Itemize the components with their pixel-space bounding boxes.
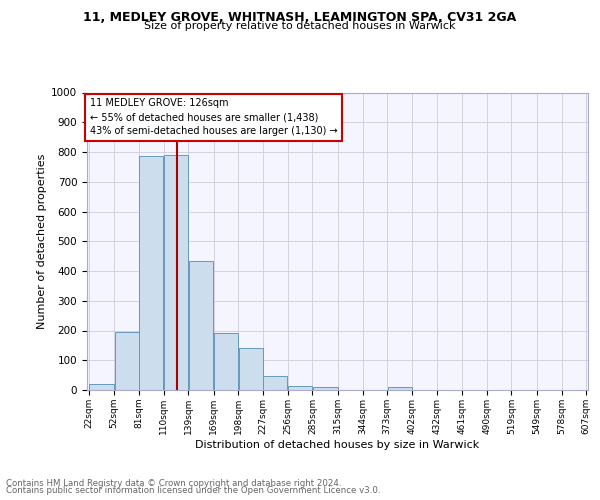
Text: Contains HM Land Registry data © Crown copyright and database right 2024.: Contains HM Land Registry data © Crown c… xyxy=(6,478,341,488)
Text: 11 MEDLEY GROVE: 126sqm
← 55% of detached houses are smaller (1,438)
43% of semi: 11 MEDLEY GROVE: 126sqm ← 55% of detache… xyxy=(89,98,337,136)
Text: Size of property relative to detached houses in Warwick: Size of property relative to detached ho… xyxy=(144,21,456,31)
Bar xyxy=(89,384,114,390)
Bar xyxy=(139,156,163,390)
Bar xyxy=(263,376,287,390)
Bar xyxy=(115,332,139,390)
Text: Contains public sector information licensed under the Open Government Licence v3: Contains public sector information licen… xyxy=(6,486,380,495)
X-axis label: Distribution of detached houses by size in Warwick: Distribution of detached houses by size … xyxy=(196,440,479,450)
Bar xyxy=(388,387,412,390)
Text: 11, MEDLEY GROVE, WHITNASH, LEAMINGTON SPA, CV31 2GA: 11, MEDLEY GROVE, WHITNASH, LEAMINGTON S… xyxy=(83,11,517,24)
Bar xyxy=(188,260,214,390)
Y-axis label: Number of detached properties: Number of detached properties xyxy=(37,154,47,329)
Bar xyxy=(214,334,238,390)
Bar xyxy=(288,386,312,390)
Bar xyxy=(313,387,338,390)
Bar xyxy=(164,155,188,390)
Bar xyxy=(239,348,263,390)
